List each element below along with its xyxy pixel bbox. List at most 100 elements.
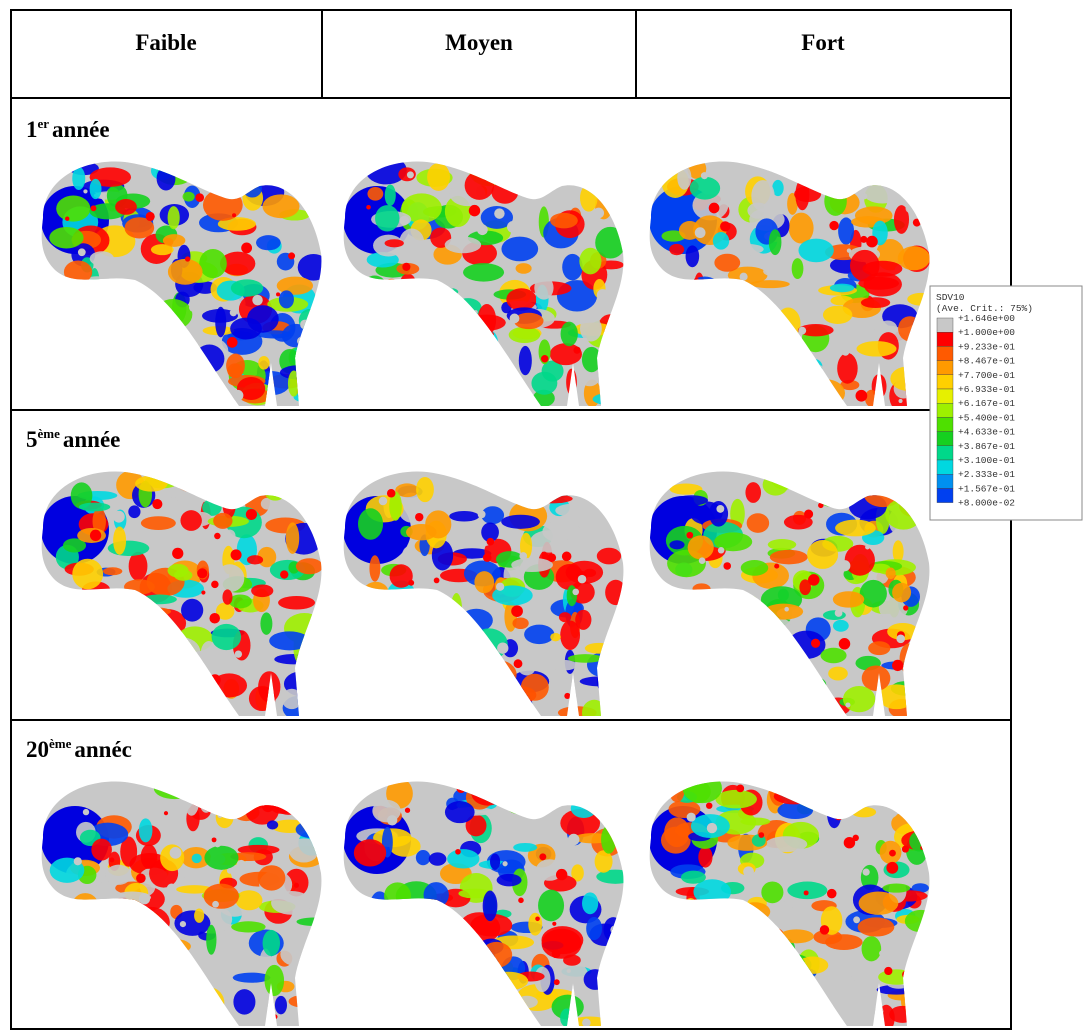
contour-blob: [468, 314, 506, 331]
contour-blob: [58, 1008, 81, 1026]
contour-blob: [791, 258, 804, 280]
legend-swatch: [936, 346, 954, 361]
contour-blob: [740, 560, 769, 576]
contour-blob: [608, 356, 620, 379]
contour-blob: [797, 324, 834, 337]
contour-blob: [242, 179, 262, 198]
contour-blob: [421, 312, 437, 339]
contour-blob: [107, 917, 136, 940]
contour-blob: [861, 176, 904, 204]
contour-speck: [736, 1008, 743, 1015]
legend-swatch: [936, 488, 954, 503]
contour-speck: [73, 857, 82, 866]
contour-blob: [676, 392, 709, 406]
contour-blob: [714, 664, 750, 697]
contour-speck: [437, 906, 447, 916]
contour-speck: [810, 638, 821, 648]
contour-speck: [798, 326, 807, 335]
contour-blob: [203, 883, 239, 909]
contour-blob: [198, 487, 222, 503]
contour-blob: [898, 786, 911, 818]
contour-speck: [280, 570, 289, 579]
contour-speck: [497, 642, 509, 654]
contour-speck: [214, 532, 221, 540]
contour-blob: [723, 900, 743, 932]
contour-blob: [583, 568, 597, 578]
contour-speck: [535, 916, 540, 922]
contour-blob: [409, 923, 422, 934]
contour-blob: [807, 379, 846, 406]
contour-blob: [582, 892, 599, 915]
contour-blob: [798, 238, 834, 263]
contour-blob: [102, 567, 123, 576]
contour-speck: [183, 638, 191, 647]
contour-blob: [746, 513, 770, 533]
contour-speck: [911, 276, 917, 282]
contour-blob: [761, 881, 784, 904]
contour-speck: [438, 323, 449, 334]
contour-blob: [371, 345, 388, 359]
contour-speck: [865, 544, 870, 550]
contour-speck: [520, 902, 531, 913]
contour-blob: [158, 636, 201, 668]
contour-blob: [745, 943, 760, 976]
row-superscript: ème: [49, 736, 72, 751]
contour-speck: [819, 925, 830, 935]
contour-blob: [763, 608, 775, 640]
contour-blob: [80, 357, 100, 374]
contour-blob: [515, 263, 532, 274]
contour-blob: [466, 993, 489, 1012]
contour-speck: [163, 811, 169, 816]
contour-speck: [473, 310, 478, 315]
contour-speck: [609, 798, 617, 806]
contour-blob: [248, 686, 276, 712]
contour-blob: [836, 789, 855, 816]
contour-speck: [281, 176, 288, 184]
contour-blob: [424, 957, 464, 973]
contour-blob: [760, 942, 790, 974]
contour-speck: [743, 866, 754, 878]
contour-speck: [803, 890, 809, 896]
legend-label: +8.467e-01: [958, 356, 1015, 367]
contour-speck: [839, 495, 845, 501]
contour-speck: [456, 273, 463, 280]
contour-speck: [846, 248, 852, 253]
contour-speck: [69, 319, 82, 331]
contour-blob: [682, 990, 707, 1012]
contour-speck: [675, 298, 684, 306]
contour-blob: [738, 970, 778, 986]
contour-blob: [68, 609, 88, 621]
contour-blob: [389, 491, 402, 521]
contour-speck: [401, 342, 413, 354]
contour-speck: [90, 205, 97, 212]
contour-blob: [724, 701, 760, 716]
contour-blob: [66, 329, 97, 348]
contour-blob: [444, 1006, 476, 1026]
legend-label: +8.000e-02: [958, 498, 1015, 509]
contour-blob: [363, 581, 389, 603]
legend-label: +6.167e-01: [958, 398, 1015, 409]
contour-blob: [241, 613, 255, 627]
contour-speck: [821, 165, 834, 178]
contour-blob: [457, 374, 490, 402]
contour-blob: [156, 166, 176, 191]
legend-swatch: [936, 431, 954, 447]
contour-speck: [212, 900, 219, 908]
contour-speck: [446, 623, 458, 635]
column-header: Faible: [135, 30, 196, 55]
contour-blob: [163, 653, 202, 685]
contour-blob: [730, 360, 759, 376]
contour-blob: [370, 682, 390, 696]
contour-blob: [86, 608, 107, 626]
contour-blob: [232, 972, 271, 983]
contour-blob: [496, 873, 522, 887]
contour-blob: [108, 313, 123, 324]
contour-blob: [601, 825, 617, 854]
contour-blob: [421, 642, 443, 660]
contour-blob: [820, 647, 847, 664]
contour-blob: [669, 781, 685, 803]
contour-blob: [807, 359, 823, 375]
contour-speck: [395, 1013, 404, 1022]
contour-speck: [468, 204, 481, 217]
contour-blob: [276, 161, 318, 183]
